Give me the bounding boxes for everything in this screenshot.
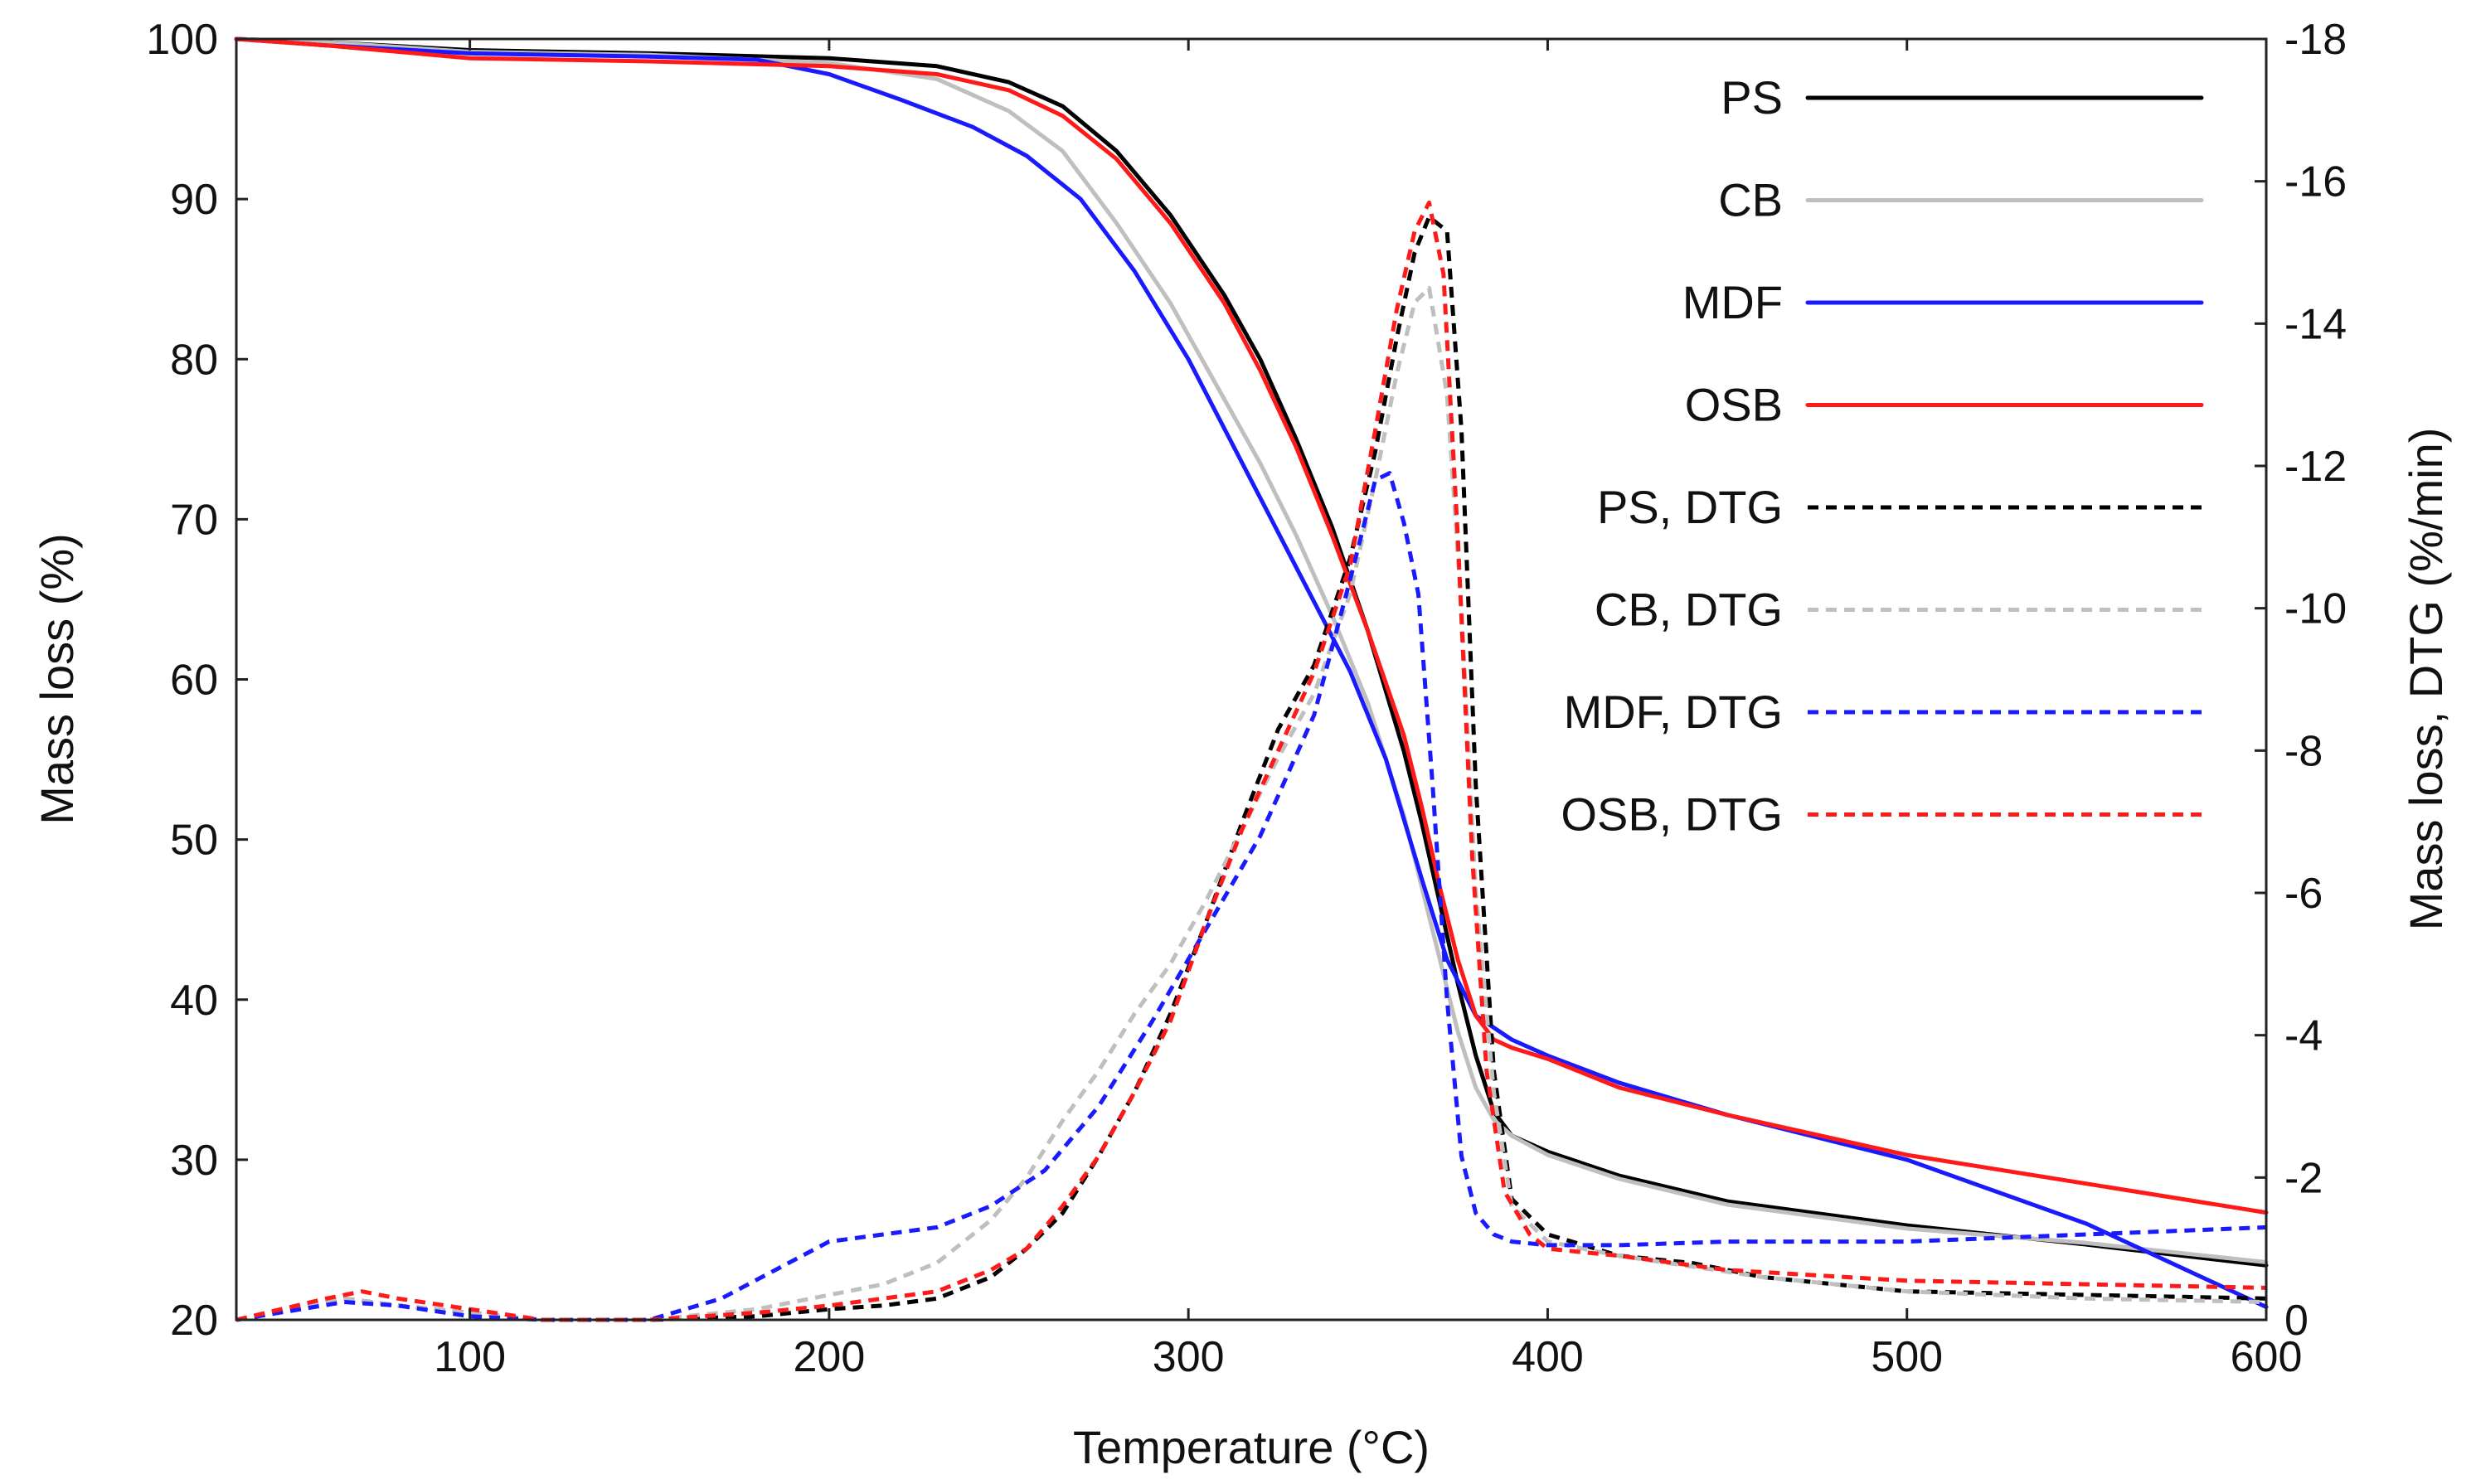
y-tick-label: 20 [170,1297,218,1345]
y2-tick-label: -16 [2284,158,2347,206]
series-mdf [234,36,2269,1309]
series-cb-dtg [235,285,2267,1322]
x-tick-label: 300 [1153,1333,1225,1381]
y2-tick-label: 0 [2284,1297,2309,1345]
y-tick-label: 90 [170,176,218,224]
y2-tick-label: -12 [2284,443,2347,491]
x-tick-label: 200 [794,1333,866,1381]
series-osb [234,36,2269,1215]
y-tick-label: 40 [170,977,218,1025]
legend-label-ps: PS [1721,71,1783,124]
series-ps-dtg [235,215,2267,1322]
series-cb [234,36,2269,1264]
legend: PS CB MDF OSB PS, DTG CB, DTG MDF, DTG OSB, DTG [1561,71,2204,841]
x-tick-label: 400 [1512,1333,1584,1381]
legend-label-cb-dtg: CB, DTG [1595,584,1783,636]
x-tick-label: 600 [2231,1333,2303,1381]
y2-ticks: 0 -2 -4 -6 -8 -10 -12 -14 -16 -18 [2255,16,2347,1345]
y2-tick-label: -14 [2284,300,2347,348]
y-tick-label: 60 [170,657,218,705]
legend-label-osb: OSB [1685,379,1783,431]
x-tick-label: 500 [1871,1333,1943,1381]
legend-label-osb-dtg: OSB, DTG [1561,788,1783,841]
series-mdf-dtg [235,471,2267,1322]
y2-tick-label: -18 [2284,16,2347,64]
y-ticks: 20 30 40 50 60 70 80 90 100 [146,16,248,1345]
y-tick-label: 30 [170,1137,218,1185]
y2-tick-label: -8 [2284,727,2323,775]
legend-label-mdf: MDF [1682,276,1783,328]
plot-frame [235,37,2268,1322]
y2-axis-title: Mass loss, DTG (%/min) [2400,428,2452,931]
series-layer [234,36,2269,1322]
y-axis-title: Mass loss (%) [31,533,83,825]
y2-tick-label: -6 [2284,870,2323,918]
y-tick-label: 100 [146,16,218,64]
y-tick-label: 70 [170,496,218,544]
series-ps [234,36,2269,1268]
y2-tick-label: -2 [2284,1154,2323,1202]
x-tick-label: 100 [434,1333,506,1381]
y-tick-label: 80 [170,336,218,384]
legend-label-cb: CB [1718,174,1783,226]
series-osb-dtg [235,200,2267,1322]
x-ticks: 100 200 300 400 500 600 [434,39,2302,1381]
x-axis-title: Temperature (°C) [1073,1421,1430,1473]
legend-label-mdf-dtg: MDF, DTG [1564,686,1783,738]
legend-label-ps-dtg: PS, DTG [1597,481,1783,533]
y2-tick-label: -10 [2284,585,2347,633]
y-tick-label: 50 [170,817,218,865]
y2-tick-label: -4 [2284,1012,2323,1060]
